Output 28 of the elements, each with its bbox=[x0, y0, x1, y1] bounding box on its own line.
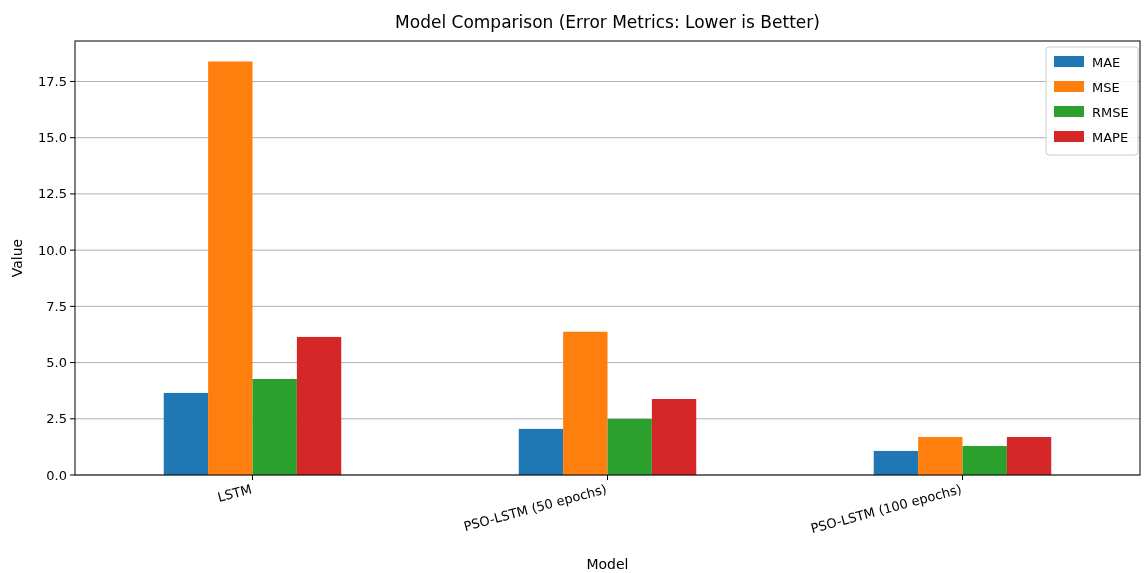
bar bbox=[918, 437, 963, 475]
y-tick-label: 12.5 bbox=[38, 186, 67, 202]
bar bbox=[296, 336, 342, 475]
y-tick-label: 10.0 bbox=[38, 242, 67, 258]
y-tick-label: 5.0 bbox=[46, 355, 67, 371]
bar bbox=[208, 61, 253, 475]
bar bbox=[252, 378, 297, 475]
legend-label: MAPE bbox=[1092, 129, 1129, 145]
bar bbox=[873, 450, 919, 475]
y-tick-label: 15.0 bbox=[38, 130, 67, 146]
bar bbox=[563, 331, 608, 475]
bar bbox=[1006, 437, 1052, 475]
x-tick-label: LSTM bbox=[215, 481, 254, 505]
bar bbox=[651, 398, 697, 475]
x-axis-title: Model bbox=[586, 556, 629, 572]
bar bbox=[163, 392, 209, 475]
y-tick-label: 0.0 bbox=[46, 467, 67, 483]
legend-label: MAE bbox=[1092, 54, 1121, 70]
legend-label: RMSE bbox=[1092, 104, 1129, 120]
y-tick-label: 17.5 bbox=[38, 74, 67, 90]
y-tick-label: 2.5 bbox=[46, 411, 67, 427]
legend-label: MSE bbox=[1092, 79, 1120, 95]
bar bbox=[962, 445, 1007, 475]
y-tick-label: 7.5 bbox=[46, 298, 67, 314]
bar bbox=[607, 419, 652, 475]
bar bbox=[518, 428, 564, 475]
y-axis-title: Value bbox=[9, 238, 25, 278]
chart-title: Model Comparison (Error Metrics: Lower is Better) bbox=[395, 12, 820, 32]
